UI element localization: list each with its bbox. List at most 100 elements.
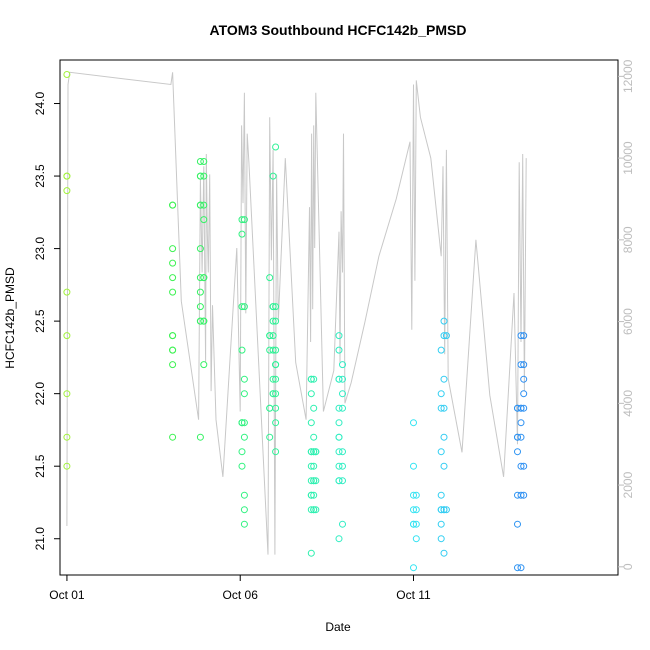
y-axis-left: 21.0 21.5 22.0 22.5 23.0 23.5 24.0 xyxy=(33,92,60,550)
data-point xyxy=(240,433,248,441)
data-point xyxy=(412,491,420,499)
data-point xyxy=(272,448,280,456)
data-point xyxy=(312,448,320,456)
y2-tick-label: 8000 xyxy=(621,226,635,253)
data-point xyxy=(266,404,274,412)
data-point xyxy=(437,390,445,398)
data-point xyxy=(437,448,445,456)
data-point xyxy=(63,433,71,441)
data-point xyxy=(312,506,320,514)
data-point xyxy=(240,216,248,224)
data-point xyxy=(272,303,280,311)
x-axis: Oct 01 Oct 06 Oct 11 xyxy=(49,575,431,602)
data-point xyxy=(196,201,204,209)
data-point xyxy=(196,274,204,282)
data-point xyxy=(269,172,277,180)
data-point xyxy=(520,390,528,398)
data-point xyxy=(520,332,528,340)
data-point xyxy=(240,506,248,514)
data-point xyxy=(410,419,417,427)
data-point xyxy=(307,419,315,427)
line-series-path xyxy=(66,71,527,555)
data-point xyxy=(410,506,417,514)
data-point xyxy=(437,506,445,514)
data-point xyxy=(517,462,525,470)
data-point xyxy=(440,506,448,514)
data-point xyxy=(196,433,204,441)
data-point xyxy=(440,549,448,557)
data-point xyxy=(335,448,343,456)
y-axis-label: HCFC142b_PMSD xyxy=(3,267,17,369)
data-point xyxy=(169,332,177,340)
data-point xyxy=(266,274,274,282)
y-tick-label: 24.0 xyxy=(33,92,47,116)
x-axis-label: Date xyxy=(325,620,351,634)
data-point xyxy=(442,506,450,514)
data-point xyxy=(238,462,246,470)
data-point xyxy=(514,520,521,528)
y2-tick-label: 4000 xyxy=(621,390,635,417)
data-point xyxy=(196,158,204,165)
data-point xyxy=(437,346,445,354)
data-point xyxy=(307,390,315,398)
data-point xyxy=(410,462,417,470)
data-point xyxy=(310,433,318,441)
data-point xyxy=(63,71,71,78)
data-point xyxy=(335,375,343,383)
data-point xyxy=(307,477,315,485)
data-point xyxy=(339,448,346,456)
data-point xyxy=(440,317,448,325)
data-point xyxy=(514,564,521,572)
data-point xyxy=(196,317,204,325)
data-point xyxy=(339,390,346,398)
data-point xyxy=(238,346,246,354)
data-point xyxy=(169,245,177,253)
data-point xyxy=(517,419,525,427)
x-tick-label: Oct 01 xyxy=(49,588,85,602)
data-point xyxy=(272,419,280,427)
data-point xyxy=(440,375,448,383)
data-point xyxy=(307,462,315,470)
data-point xyxy=(310,375,318,383)
chart-title: ATOM3 Southbound HCFC142b_PMSD xyxy=(210,22,467,38)
data-point xyxy=(520,462,528,470)
data-point xyxy=(169,346,177,354)
data-point xyxy=(272,390,280,398)
data-point xyxy=(269,346,277,354)
data-point xyxy=(196,172,204,180)
data-point xyxy=(63,288,71,296)
data-point xyxy=(272,143,280,151)
data-point xyxy=(196,288,204,296)
data-point xyxy=(307,448,315,456)
x-tick-label: Oct 06 xyxy=(223,588,259,602)
y-tick-label: 21.5 xyxy=(33,454,47,478)
data-point xyxy=(307,491,315,499)
data-point xyxy=(335,346,343,354)
data-point xyxy=(272,404,280,412)
data-point xyxy=(335,477,343,485)
data-point xyxy=(63,187,71,195)
data-point xyxy=(520,375,528,383)
data-point xyxy=(200,317,208,325)
x-tick-label: Oct 11 xyxy=(396,588,431,602)
data-point xyxy=(310,462,318,470)
data-point xyxy=(272,346,280,354)
y-tick-label: 22.0 xyxy=(33,382,47,406)
data-point xyxy=(310,404,318,412)
data-point xyxy=(63,462,71,470)
data-point xyxy=(339,520,346,528)
data-point xyxy=(410,520,417,528)
data-point xyxy=(410,564,417,572)
y-axis-right: 0 2000 4000 6000 8000 10000 12000 xyxy=(618,59,635,570)
data-point xyxy=(517,361,525,369)
data-point xyxy=(412,506,420,514)
data-point xyxy=(412,520,420,528)
data-point xyxy=(238,419,246,427)
data-point xyxy=(240,375,248,383)
data-point xyxy=(339,462,346,470)
data-point xyxy=(440,332,448,340)
data-point xyxy=(339,477,346,485)
data-point xyxy=(440,433,448,441)
data-point xyxy=(410,491,417,499)
